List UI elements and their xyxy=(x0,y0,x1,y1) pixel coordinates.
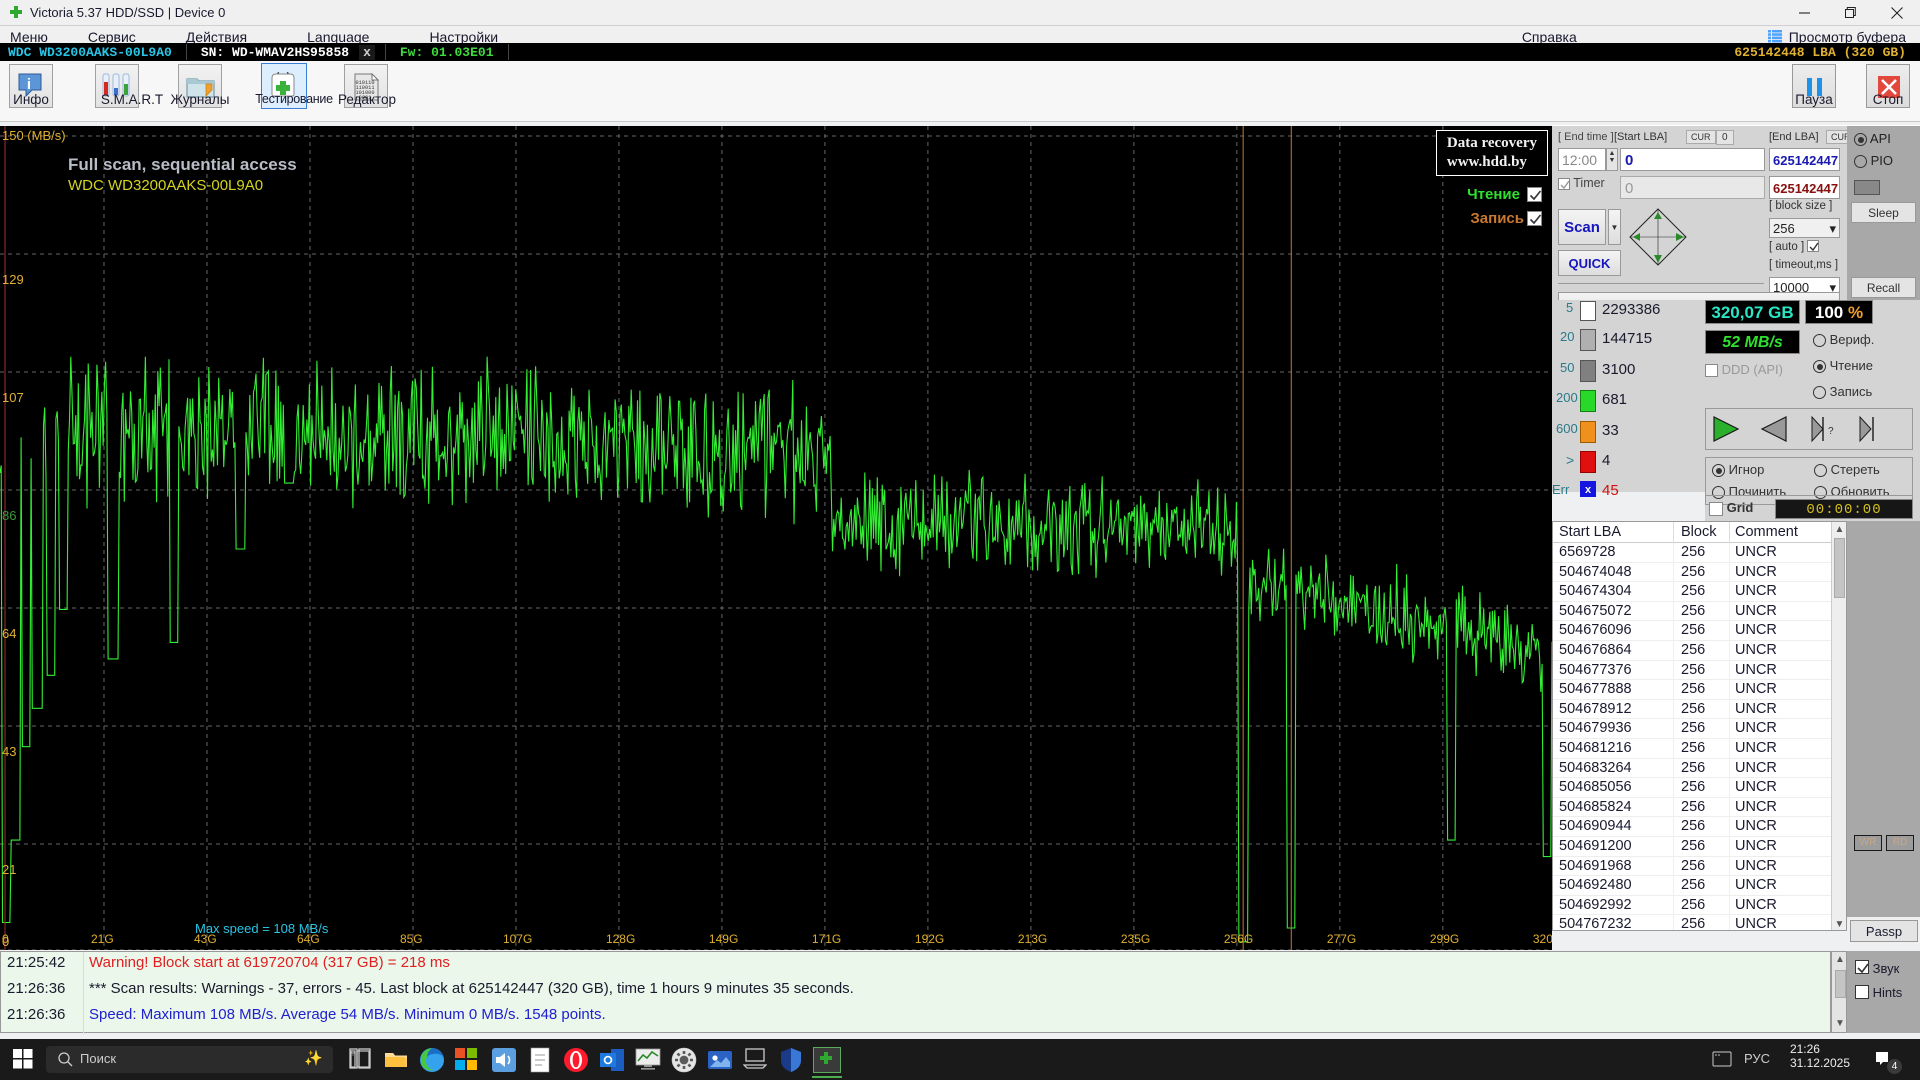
svg-text:i: i xyxy=(27,76,31,93)
svg-text:?: ? xyxy=(1828,426,1834,437)
svg-text:x: x xyxy=(1585,484,1592,496)
